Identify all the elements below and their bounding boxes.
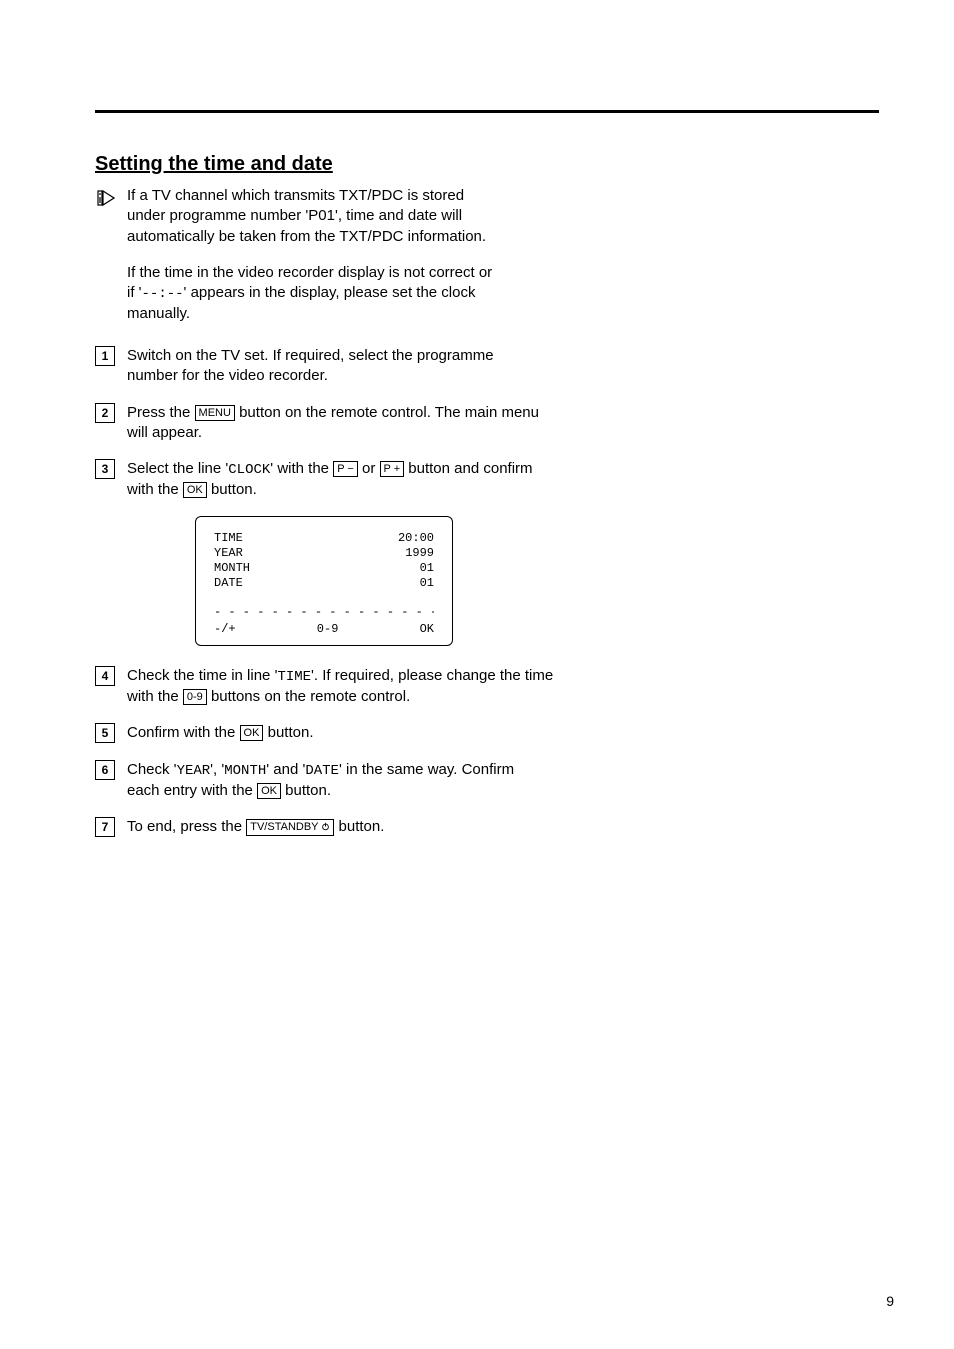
step-4-text: Check the time in line 'TIME'. If requir…: [127, 666, 557, 707]
power-icon: [321, 821, 330, 835]
ok-button-label-3: OK: [257, 783, 281, 799]
info-paragraph-1: If a TV channel which transmits TXT/PDC …: [127, 186, 497, 247]
p-minus-button-label: P −: [333, 461, 358, 477]
osd-value-date: 01: [420, 576, 434, 591]
osd-footer-right: OK: [420, 622, 434, 637]
osd-label-year: YEAR: [214, 546, 243, 561]
step-number-2: 2: [95, 403, 115, 423]
step-6-text: Check 'YEAR', 'MONTH' and 'DATE' in the …: [127, 760, 547, 801]
step-2-text: Press the MENU button on the remote cont…: [127, 403, 547, 444]
page-number: 9: [886, 1293, 894, 1309]
p-plus-button-label: P +: [380, 461, 405, 477]
step-3-text: Select the line 'CLOCK' with the P − or …: [127, 459, 547, 500]
section-title: Setting the time and date: [95, 153, 879, 176]
step-number-5: 5: [95, 723, 115, 743]
osd-clock-display: TIME 20:00 YEAR 1999 MONTH 01 DATE 01 - - - …: [195, 516, 453, 646]
ok-button-label: OK: [183, 482, 207, 498]
menu-button-label: MENU: [195, 405, 235, 421]
step-number-6: 6: [95, 760, 115, 780]
ok-button-label-2: OK: [240, 725, 264, 741]
step-number-4: 4: [95, 666, 115, 686]
osd-divider: - - - - - - - - - - - - - - - - - - - - …: [214, 605, 434, 620]
osd-value-month: 01: [420, 561, 434, 576]
info-paragraph-2: If the time in the video recorder displa…: [127, 263, 497, 324]
step-number-3: 3: [95, 459, 115, 479]
osd-value-time: 20:00: [398, 531, 434, 546]
step-1-text: Switch on the TV set. If required, selec…: [127, 346, 547, 387]
info-icon: [95, 186, 117, 247]
osd-label-month: MONTH: [214, 561, 250, 576]
top-rule: [95, 110, 879, 113]
digits-button-label: 0-9: [183, 689, 207, 705]
osd-value-year: 1999: [405, 546, 434, 561]
osd-label-date: DATE: [214, 576, 243, 591]
osd-label-time: TIME: [214, 531, 243, 546]
tv-standby-button-label: TV/STANDBY: [246, 819, 334, 836]
osd-footer-mid: 0-9: [317, 622, 339, 637]
step-number-7: 7: [95, 817, 115, 837]
step-number-1: 1: [95, 346, 115, 366]
step-5-text: Confirm with the OK button.: [127, 723, 314, 743]
step-7-text: To end, press the TV/STANDBY button.: [127, 817, 384, 837]
osd-footer-left: -/+: [214, 622, 236, 637]
